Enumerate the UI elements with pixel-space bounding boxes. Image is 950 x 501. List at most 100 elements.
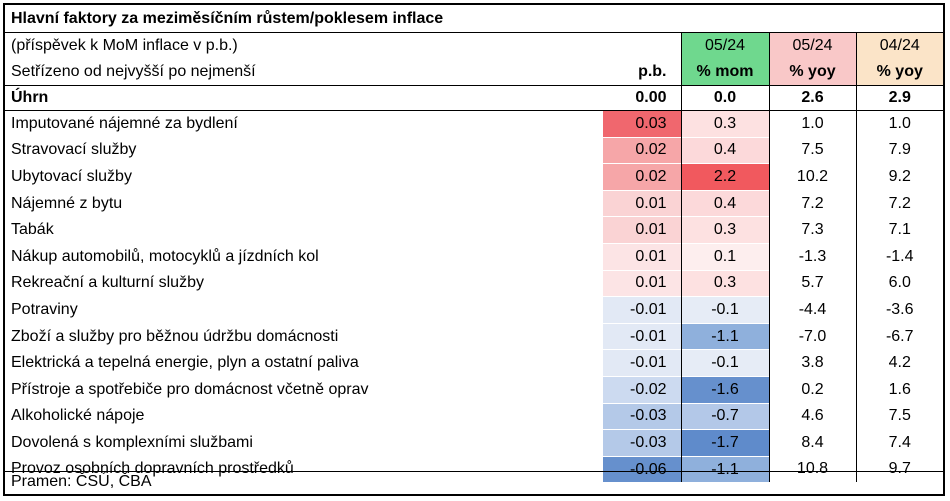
row-mom-value: -1.7 (680, 429, 769, 457)
table-row: Rekreační a kulturní služby 0.01 0.3 5.7 6.0 (5, 269, 943, 297)
row-mom-value: -1.1 (680, 322, 769, 350)
row-yoy2-value: -3.6 (855, 296, 943, 324)
row-pb-value: -0.03 (603, 429, 681, 457)
row-mom-value: 0.1 (680, 242, 769, 271)
row-mom-value: -1.1 (680, 455, 769, 483)
table-row: Alkoholické nápoje -0.03 -0.7 4.6 7.5 (5, 402, 943, 430)
row-pb-value: -0.01 (603, 349, 681, 377)
row-yoy2-value: 7.5 (855, 403, 943, 430)
row-yoy1-value: 0.2 (768, 376, 856, 404)
table-title: Hlavní faktory za meziměsíčním růstem/po… (5, 5, 943, 33)
total-mom: 0.0 (680, 85, 769, 111)
row-mom-value: 0.3 (680, 216, 769, 244)
row-pb-value: 0.03 (603, 110, 681, 138)
total-yoy2: 2.9 (855, 85, 943, 111)
table-row: Tabák 0.01 0.3 7.3 7.1 (5, 216, 943, 244)
row-yoy2-value: 7.1 (855, 216, 943, 244)
row-yoy1-value: 7.5 (768, 137, 856, 164)
row-mom-value: -0.1 (680, 296, 769, 324)
row-pb-value: -0.06 (603, 455, 681, 483)
row-label: Dovolená s komplexními službami (11, 433, 253, 451)
footer-divider (5, 471, 943, 472)
row-yoy1-value: 10.8 (768, 456, 856, 483)
subtitle-sorted: Setřízeno od nejvyšší po nejmenší (11, 63, 256, 80)
row-mom-value: 2.2 (680, 163, 769, 191)
row-label: Přístroje a spotřebiče pro domácnost vče… (11, 380, 369, 398)
row-yoy2-value: 6.0 (855, 270, 943, 297)
inflation-factors-table-frame: Hlavní faktory za meziměsíčním růstem/po… (3, 3, 945, 496)
row-label: Imputované nájemné za bydlení (11, 115, 238, 133)
row-pb-value: -0.03 (603, 402, 681, 430)
row-pb-value: -0.01 (603, 322, 681, 350)
row-yoy2-value: -1.4 (855, 243, 943, 271)
header-yoy2-period: 04/24 (855, 33, 943, 59)
row-pb-value: 0.01 (603, 242, 681, 271)
row-label: Nájemné z bytu (11, 194, 123, 212)
table-row: Nájemné z bytu 0.01 0.4 7.2 7.2 (5, 189, 943, 217)
row-mom-value: 0.4 (680, 189, 769, 217)
header-mom-unit: % mom (680, 59, 769, 86)
row-label: Elektrická a tepelná energie, plyn a ost… (11, 354, 359, 372)
row-yoy1-value: 7.2 (768, 190, 856, 217)
row-yoy2-value: 7.2 (855, 190, 943, 217)
row-pb-value: 0.02 (603, 163, 681, 191)
row-pb-value: -0.01 (603, 296, 681, 324)
subtitle-contribution: (příspěvek k MoM inflace v p.b.) (11, 37, 238, 54)
table-row: Zboží a služby pro běžnou údržbu domácno… (5, 322, 943, 350)
source-note: Pramen: ČSÚ, ČBA (11, 473, 152, 490)
total-label: Úhrn (5, 85, 603, 111)
row-yoy1-value: 5.7 (768, 270, 856, 297)
row-yoy1-value: 4.6 (768, 403, 856, 430)
row-yoy2-value: 1.6 (855, 376, 943, 404)
total-row: Úhrn 0.00 0.0 2.6 2.9 (5, 85, 943, 111)
row-yoy1-value: -7.0 (768, 323, 856, 350)
row-yoy2-value: 9.2 (855, 163, 943, 191)
row-label: Nákup automobilů, motocyklů a jízdních k… (11, 247, 319, 265)
row-label: Provoz osobních dopravních prostředků (11, 460, 294, 478)
row-yoy2-value: 7.4 (855, 429, 943, 457)
header-row-1: (příspěvek k MoM inflace v p.b.) 05/24 0… (5, 33, 943, 59)
row-yoy1-value: -4.4 (768, 296, 856, 324)
row-yoy1-value: -1.3 (768, 243, 856, 271)
row-yoy1-value: 10.2 (768, 163, 856, 191)
row-yoy1-value: 7.3 (768, 216, 856, 244)
header-row-2: Setřízeno od nejvyšší po nejmenší p.b. %… (5, 59, 943, 86)
row-yoy2-value: 7.9 (855, 137, 943, 164)
table-row: Ubytovací služby 0.02 2.2 10.2 9.2 (5, 163, 943, 191)
row-label: Potraviny (11, 300, 78, 318)
row-pb-value: 0.01 (603, 269, 681, 297)
row-label: Zboží a služby pro běžnou údržbu domácno… (11, 327, 339, 345)
inflation-factors-table: (příspěvek k MoM inflace v p.b.) 05/24 0… (5, 33, 943, 483)
table-row: Elektrická a tepelná energie, plyn a ost… (5, 349, 943, 377)
header-yoy2-unit: % yoy (855, 59, 943, 86)
row-mom-value: -1.6 (680, 375, 769, 404)
row-yoy2-value: 1.0 (855, 110, 943, 138)
table-row: Stravovací služby 0.02 0.4 7.5 7.9 (5, 136, 943, 164)
table-row: Nákup automobilů, motocyklů a jízdních k… (5, 242, 943, 271)
row-mom-value: -0.1 (680, 349, 769, 377)
header-pb: p.b. (638, 63, 667, 80)
row-pb-value: 0.02 (603, 136, 681, 164)
row-label: Stravovací služby (11, 141, 137, 159)
total-yoy1: 2.6 (768, 85, 856, 111)
header-mom-period: 05/24 (680, 33, 769, 59)
row-mom-value: -0.7 (680, 402, 769, 430)
row-yoy2-value: 9.7 (855, 456, 943, 483)
row-mom-value: 0.3 (680, 110, 769, 138)
table-row: Provoz osobních dopravních prostředků -0.… (5, 455, 943, 483)
table-row: Imputované nájemné za bydlení 0.03 0.3 1.0 1… (5, 110, 943, 138)
row-yoy1-value: 8.4 (768, 429, 856, 457)
row-label: Alkoholické nápoje (11, 407, 145, 425)
row-label: Tabák (11, 221, 54, 239)
row-pb-value: -0.02 (603, 375, 681, 404)
table-row: Přístroje a spotřebiče pro domácnost vče… (5, 375, 943, 404)
row-yoy2-value: 4.2 (855, 349, 943, 377)
row-yoy1-value: 3.8 (768, 349, 856, 377)
table-row: Potraviny -0.01 -0.1 -4.4 -3.6 (5, 296, 943, 324)
row-yoy2-value: -6.7 (855, 323, 943, 350)
row-mom-value: 0.4 (680, 136, 769, 164)
row-yoy1-value: 1.0 (768, 110, 856, 138)
row-mom-value: 0.3 (680, 269, 769, 297)
row-pb-value: 0.01 (603, 189, 681, 217)
total-pb: 0.00 (603, 85, 681, 111)
